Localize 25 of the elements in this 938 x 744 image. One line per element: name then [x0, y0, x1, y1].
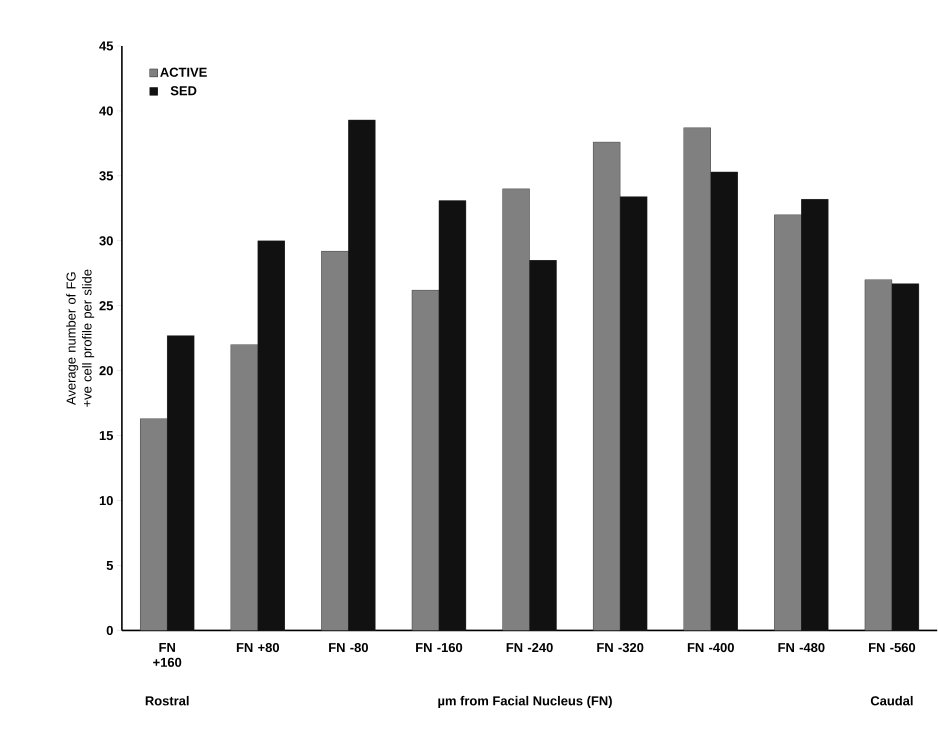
x-tick-label: FN -320	[597, 642, 644, 652]
y-tick-label: 0	[106, 626, 113, 635]
x-tick-label: FN -240	[506, 642, 553, 652]
y-axis-title: Average number of FG +ve cell profile per slide	[66, 269, 94, 407]
y-tick-label: 20	[99, 366, 113, 376]
y-tick-label: 25	[99, 300, 114, 310]
x-axis-title: µm from Facial Nucleus (FN)	[438, 696, 612, 708]
x-tick-label: FN -560	[869, 642, 916, 652]
y-tick-label: 40	[99, 106, 113, 116]
y-tick-label: 45	[99, 41, 114, 50]
text: Rostral	[146, 696, 189, 706]
y-tick-label: 5	[106, 560, 114, 570]
x-tick-label: FN -80	[329, 642, 368, 652]
y-tick-label: 10	[100, 496, 113, 505]
x-tick-label: FN +80	[236, 642, 280, 652]
legend-label: SED	[170, 86, 196, 96]
x-tick-label: FN -400	[688, 642, 734, 652]
x-tick-label: FN -480	[778, 642, 825, 652]
y-tick-label: 15	[100, 430, 114, 440]
x-tick-label: FN -160	[416, 642, 462, 652]
y-tick-label: 30	[99, 236, 113, 246]
text: Caudal	[870, 696, 913, 706]
x-tick-label: FN +160	[153, 642, 182, 667]
y-tick-label: 35	[99, 171, 114, 180]
legend-label: ACTIVE	[160, 67, 207, 77]
